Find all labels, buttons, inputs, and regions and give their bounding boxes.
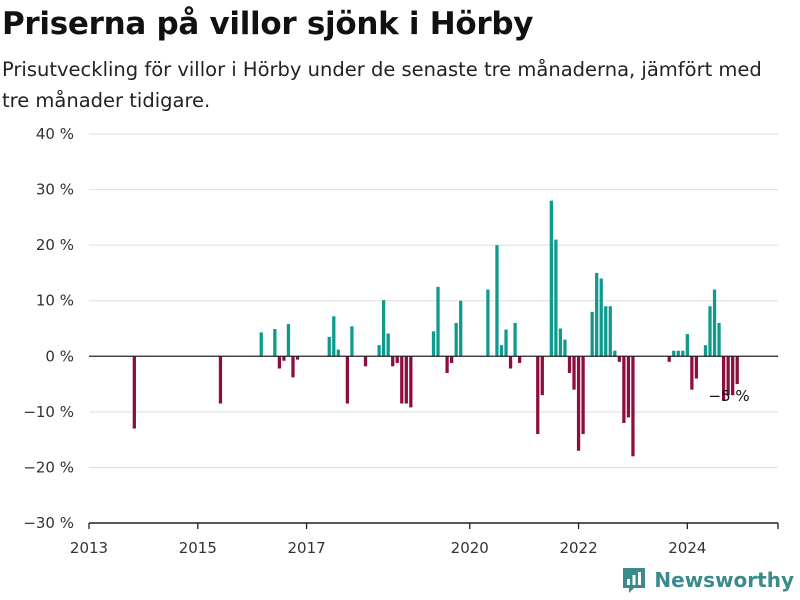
bar (391, 356, 395, 367)
x-tick-label: 2024 (668, 539, 706, 557)
bar (622, 356, 626, 423)
bar (717, 322, 721, 357)
annotation-label: −5 % (709, 387, 750, 405)
bar (508, 356, 513, 369)
bar (681, 350, 685, 357)
bar (617, 356, 621, 362)
bar (332, 316, 336, 357)
bar (404, 356, 408, 404)
y-tick-label: −20 % (23, 458, 74, 476)
bar (576, 356, 581, 451)
bar (377, 345, 381, 357)
x-tick-label: 2013 (70, 539, 108, 557)
bar (540, 356, 544, 396)
bar (449, 356, 454, 363)
bar (694, 356, 699, 379)
bar (631, 356, 635, 457)
bar (382, 300, 386, 357)
bar (409, 356, 413, 408)
bar (436, 286, 440, 357)
x-tick-label: 2015 (179, 539, 217, 557)
bar (604, 306, 608, 357)
y-tick-label: −10 % (23, 403, 74, 421)
bar (667, 356, 671, 362)
annotations: −5 % (709, 387, 750, 405)
bar (327, 336, 331, 357)
bar (676, 350, 680, 357)
bar (273, 329, 277, 357)
bar (513, 322, 517, 357)
bar (350, 326, 354, 357)
bar (703, 345, 708, 357)
bar (218, 356, 223, 404)
bar (735, 356, 739, 385)
bar (345, 356, 350, 404)
bar (563, 339, 567, 357)
bar (486, 289, 490, 357)
bar (626, 356, 631, 418)
bars (132, 200, 739, 457)
bar (572, 356, 576, 390)
bar (431, 331, 436, 357)
bar (395, 356, 399, 363)
bar (282, 356, 286, 361)
bar (517, 356, 522, 363)
chart-subtitle: Prisutveckling för villor i Hörby under … (2, 58, 762, 112)
bar (590, 311, 594, 357)
y-axis-labels: 40 % 30 % 20 % 10 % 0 % −10 % −20 % −30 % (23, 125, 74, 532)
bar (554, 239, 558, 357)
y-tick-label: 10 % (36, 292, 74, 310)
bar (731, 356, 735, 396)
newsworthy-logo-icon (623, 568, 646, 593)
bar (549, 200, 553, 357)
grid-lines (89, 133, 778, 468)
bar (599, 278, 603, 357)
bar (286, 324, 291, 357)
x-axis: 2013 2015 2017 2020 2022 2024 (70, 522, 779, 557)
y-tick-label: 30 % (36, 181, 74, 199)
bar (259, 332, 263, 357)
y-tick-label: −30 % (23, 514, 74, 532)
bar (459, 300, 463, 357)
bar (386, 333, 390, 357)
y-tick-label: 20 % (36, 236, 74, 254)
bar (581, 356, 585, 435)
bar (454, 322, 458, 357)
y-tick-label: 40 % (36, 125, 74, 143)
bar (608, 306, 612, 357)
bar (445, 356, 449, 373)
x-tick-label: 2017 (287, 539, 325, 557)
bar (291, 356, 295, 378)
bar (726, 356, 730, 396)
bar (672, 350, 676, 357)
bar (363, 356, 368, 367)
bar (400, 356, 404, 404)
bar (295, 356, 300, 360)
bar (336, 349, 340, 357)
bar (504, 329, 508, 357)
y-tick-label: 0 % (45, 347, 74, 365)
bar (132, 356, 136, 429)
bar (277, 356, 282, 369)
bar (712, 289, 717, 357)
bar (499, 345, 504, 357)
bar (685, 334, 689, 357)
bar (536, 356, 540, 435)
brand: Newsworthy (620, 566, 794, 594)
bar (708, 306, 712, 357)
x-tick-label: 2022 (559, 539, 597, 557)
bar (721, 356, 726, 401)
bar (613, 350, 617, 357)
x-tick-label: 2020 (451, 539, 489, 557)
chart-title: Priserna på villor sjönk i Hörby (2, 6, 534, 42)
bar (690, 356, 694, 390)
bar (495, 245, 499, 357)
bar (558, 328, 563, 357)
bar (567, 356, 572, 373)
brand-name: Newsworthy (654, 568, 794, 592)
bar (595, 272, 599, 357)
